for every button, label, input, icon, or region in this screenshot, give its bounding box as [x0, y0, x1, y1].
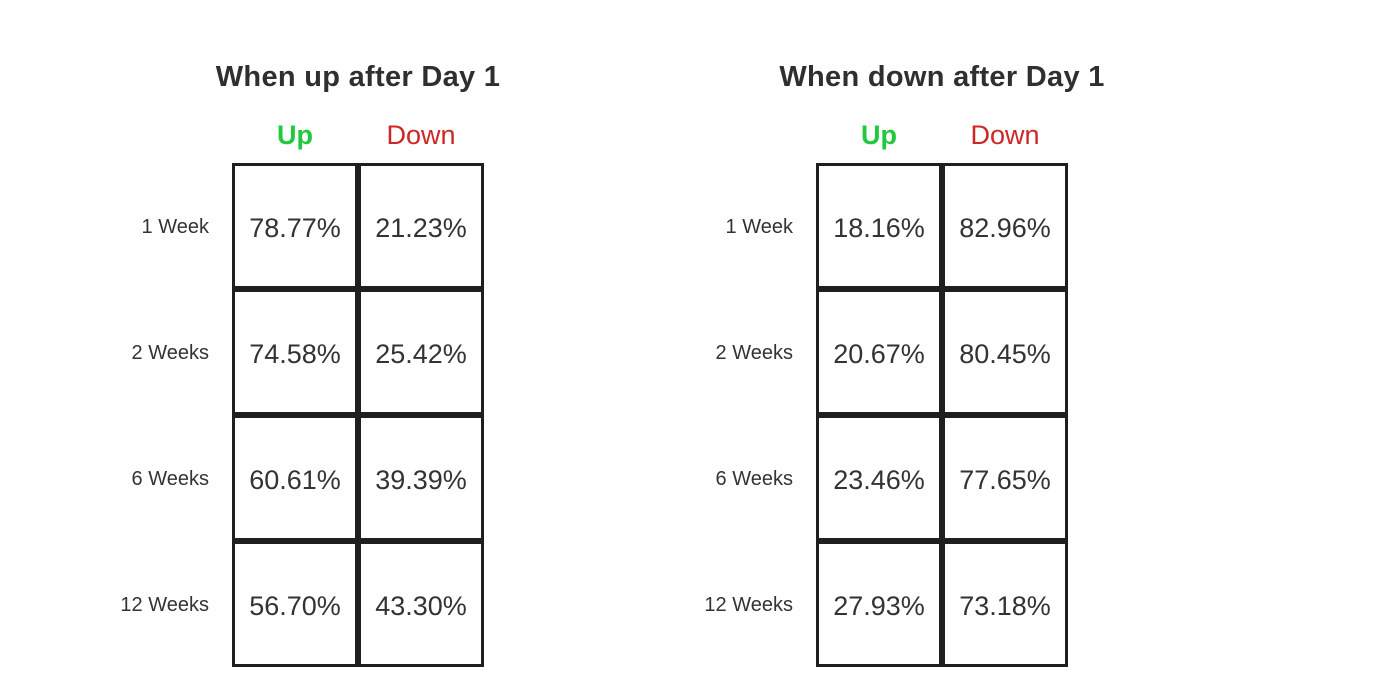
value-cell: 56.70%: [232, 541, 358, 667]
panel-when-down: When down after Day 1 Up Down 1 Week 2 W…: [644, 40, 1104, 672]
col-header-up: Up: [277, 120, 313, 150]
col-header-down: Down: [970, 120, 1040, 150]
value-cell: 18.16%: [816, 163, 942, 289]
col-header-up: Up: [861, 120, 897, 150]
column-header-row: Up Down: [232, 120, 484, 151]
row-label-column: 1 Week 2 Weeks 6 Weeks 12 Weeks: [644, 163, 793, 667]
row-label: 2 Weeks: [131, 342, 209, 364]
row-label: 12 Weeks: [120, 594, 209, 616]
panel-title: When down after Day 1: [779, 61, 1105, 94]
value-cell: 25.42%: [358, 289, 484, 415]
value-cell: 39.39%: [358, 415, 484, 541]
value-cell: 74.58%: [232, 289, 358, 415]
table-grid: 78.77% 21.23% 74.58% 25.42% 60.61% 39.39…: [232, 163, 484, 667]
value-cell: 21.23%: [358, 163, 484, 289]
row-label-column: 1 Week 2 Weeks 6 Weeks 12 Weeks: [60, 163, 209, 667]
panel-title: When up after Day 1: [215, 61, 501, 94]
value-cell: 73.18%: [942, 541, 1068, 667]
row-label: 12 Weeks: [704, 594, 793, 616]
panel-when-up: When up after Day 1 Up Down 1 Week 2 Wee…: [60, 40, 500, 672]
value-cell: 82.96%: [942, 163, 1068, 289]
row-label: 2 Weeks: [715, 342, 793, 364]
value-cell: 43.30%: [358, 541, 484, 667]
row-label: 6 Weeks: [131, 468, 209, 490]
value-cell: 60.61%: [232, 415, 358, 541]
value-cell: 78.77%: [232, 163, 358, 289]
row-label: 6 Weeks: [715, 468, 793, 490]
value-cell: 80.45%: [942, 289, 1068, 415]
value-cell: 20.67%: [816, 289, 942, 415]
row-label: 1 Week: [141, 216, 209, 238]
row-label: 1 Week: [725, 216, 793, 238]
value-cell: 77.65%: [942, 415, 1068, 541]
col-header-down: Down: [386, 120, 456, 150]
value-cell: 23.46%: [816, 415, 942, 541]
column-header-row: Up Down: [816, 120, 1068, 151]
value-cell: 27.93%: [816, 541, 942, 667]
table-grid: 18.16% 82.96% 20.67% 80.45% 23.46% 77.65…: [816, 163, 1068, 667]
